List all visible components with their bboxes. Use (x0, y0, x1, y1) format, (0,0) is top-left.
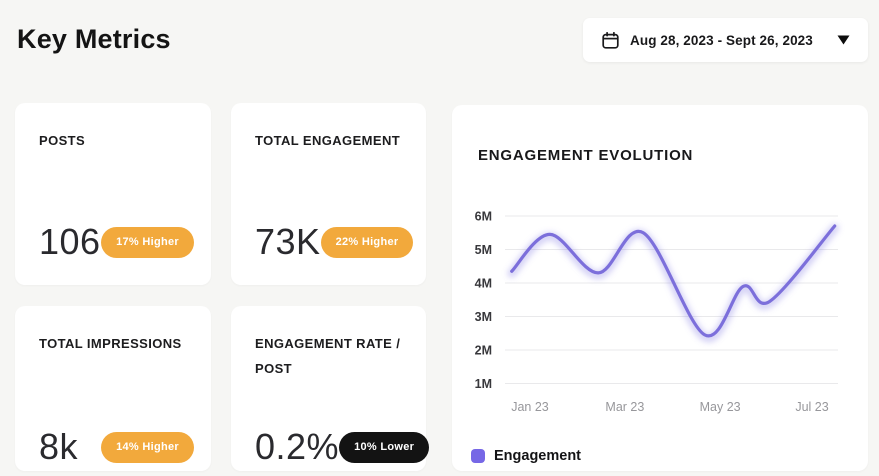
metric-label: TOTAL ENGAGEMENT (255, 133, 401, 148)
legend-label: Engagement (494, 448, 582, 464)
metric-card-engagement-rate: ENGAGEMENT RATE / POST 0.2% 10% Lower (231, 306, 430, 471)
caret-down-icon[interactable] (837, 35, 850, 45)
engagement-series-line (507, 223, 840, 343)
page-title: Key Metrics (17, 24, 171, 54)
x-tick-label: May 23 (700, 400, 741, 414)
y-tick-label: 2M (475, 344, 492, 358)
y-tick-label: 5M (475, 243, 492, 257)
chart-axis-labels: 6M 5M 4M 3M 2M 1M Jan 23 Mar 23 May 23 Jul 23 (475, 210, 829, 415)
series-line (510, 224, 837, 338)
x-tick-label: Jan 23 (511, 400, 549, 414)
y-tick-label: 6M (475, 210, 492, 224)
x-tick-label: Jul 23 (795, 400, 828, 414)
metric-card-total-impressions: TOTAL IMPRESSIONS 8k 14% Higher (15, 306, 211, 471)
legend-swatch (471, 449, 485, 463)
metric-label: TOTAL IMPRESSIONS (39, 336, 182, 351)
trend-badge: 10% Lower (339, 431, 430, 463)
metric-value: 8k (39, 426, 79, 467)
metric-value: 0.2% (255, 426, 340, 467)
date-range-picker[interactable]: Aug 28, 2023 - Sept 26, 2023 (583, 18, 868, 62)
metric-card-posts: POSTS 106 17% Higher (15, 103, 211, 285)
metric-card-total-engagement: TOTAL ENGAGEMENT 73K 22% Higher (231, 103, 426, 285)
y-tick-label: 3M (475, 310, 492, 324)
legend-item-engagement[interactable]: Engagement (471, 448, 581, 464)
engagement-line-chart: 6M 5M 4M 3M 2M 1M Jan 23 Mar 23 May 23 Jul 23 (475, 210, 840, 415)
metric-label: POSTS (39, 133, 86, 148)
y-tick-label: 1M (475, 377, 492, 391)
calendar-icon (602, 31, 619, 49)
metric-value: 106 (39, 221, 101, 262)
metric-value: 73K (255, 221, 321, 262)
trend-badge: 17% Higher (101, 226, 194, 258)
chart-gridlines (505, 215, 838, 384)
metric-label: ENGAGEMENT RATE / POST (255, 336, 401, 376)
date-range-label: Aug 28, 2023 - Sept 26, 2023 (630, 32, 813, 48)
x-tick-label: Mar 23 (605, 400, 644, 414)
chart-title: ENGAGEMENT EVOLUTION (478, 147, 694, 164)
trend-badge: 22% Higher (320, 226, 414, 258)
y-tick-label: 4M (475, 277, 492, 291)
trend-badge: 14% Higher (101, 431, 194, 463)
engagement-evolution-card: ENGAGEMENT EVOLUTION 6M 5M 4M 3M 2M 1M Jan 23 M… (452, 105, 868, 471)
